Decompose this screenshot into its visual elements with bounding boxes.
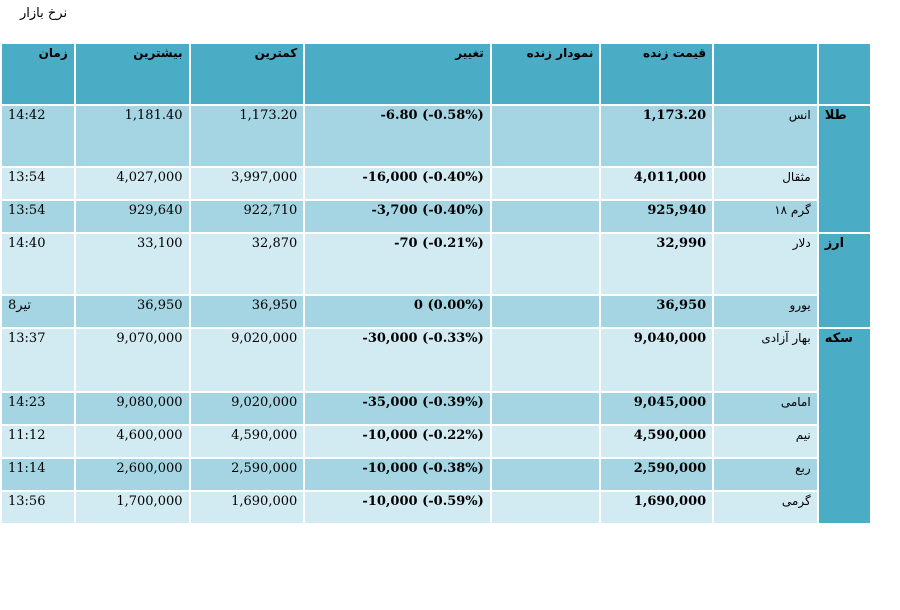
header-item (714, 44, 817, 104)
change-cell: -70 (-0.21%) (305, 234, 490, 294)
time-cell: 13:54 (2, 168, 74, 199)
item-name-cell: گرم ۱۸ (714, 201, 817, 232)
item-name-cell: مثقال (714, 168, 817, 199)
table-row: 11:14 2,600,000 2,590,000 -10,000 (-0.38… (2, 459, 870, 490)
header-time: زمان (2, 44, 74, 104)
live-chart-cell (491, 426, 600, 457)
high-cell: 1,181.40 (75, 106, 189, 166)
change-cell: -16,000 (-0.40%) (305, 168, 490, 199)
high-cell: 2,600,000 (75, 459, 189, 490)
live-chart-cell (491, 168, 600, 199)
high-cell: 9,080,000 (75, 393, 189, 424)
table-row: 13:54 929,640 922,710 -3,700 (-0.40%) 92… (2, 201, 870, 232)
price-cell: 4,011,000 (601, 168, 713, 199)
change-cell: -10,000 (-0.38%) (305, 459, 490, 490)
low-cell: 4,590,000 (190, 426, 304, 457)
table-row: 11:12 4,600,000 4,590,000 -10,000 (-0.22… (2, 426, 870, 457)
table-row: 8تیر 36,950 36,950 0 (0.00%) 36,950 یورو (2, 296, 870, 327)
time-cell: 13:56 (2, 492, 74, 523)
low-cell: 9,020,000 (190, 329, 304, 391)
price-cell: 9,040,000 (601, 329, 713, 391)
high-cell: 4,600,000 (75, 426, 189, 457)
low-cell: 1,173.20 (190, 106, 304, 166)
live-chart-cell (491, 234, 600, 294)
low-cell: 36,950 (190, 296, 304, 327)
category-gold: طلا (818, 106, 870, 232)
change-cell: -3,700 (-0.40%) (305, 201, 490, 232)
item-name-cell: ربع (714, 459, 817, 490)
page-title: نرخ بازار (20, 6, 68, 21)
low-cell: 3,997,000 (190, 168, 304, 199)
table-row: 13:56 1,700,000 1,690,000 -10,000 (-0.59… (2, 492, 870, 523)
time-cell: 14:42 (2, 106, 74, 166)
change-cell: -6.80 (-0.58%) (305, 106, 490, 166)
header-low: کمترین (190, 44, 304, 104)
price-cell: 1,690,000 (601, 492, 713, 523)
market-rates-table: زمان بیشترین کمترین تغییر نمودار زنده قی… (0, 42, 872, 525)
live-chart-cell (491, 393, 600, 424)
live-chart-cell (491, 106, 600, 166)
header-live-chart: نمودار زنده (491, 44, 600, 104)
time-cell: 11:12 (2, 426, 74, 457)
price-cell: 4,590,000 (601, 426, 713, 457)
live-chart-cell (491, 296, 600, 327)
low-cell: 1,690,000 (190, 492, 304, 523)
low-cell: 922,710 (190, 201, 304, 232)
low-cell: 2,590,000 (190, 459, 304, 490)
category-coin: سکه (818, 329, 870, 523)
item-name-cell: یورو (714, 296, 817, 327)
item-name-cell: بهار آزادی (714, 329, 817, 391)
high-cell: 36,950 (75, 296, 189, 327)
live-chart-cell (491, 201, 600, 232)
low-cell: 32,870 (190, 234, 304, 294)
header-change: تغییر (305, 44, 490, 104)
change-cell: -10,000 (-0.59%) (305, 492, 490, 523)
live-chart-cell (491, 329, 600, 391)
time-cell: 8تیر (2, 296, 74, 327)
high-cell: 9,070,000 (75, 329, 189, 391)
time-cell: 14:40 (2, 234, 74, 294)
price-cell: 9,045,000 (601, 393, 713, 424)
high-cell: 4,027,000 (75, 168, 189, 199)
high-cell: 929,640 (75, 201, 189, 232)
price-cell: 925,940 (601, 201, 713, 232)
price-cell: 36,950 (601, 296, 713, 327)
price-cell: 1,173.20 (601, 106, 713, 166)
item-name-cell: انس (714, 106, 817, 166)
time-cell: 11:14 (2, 459, 74, 490)
table-row: 13:54 4,027,000 3,997,000 -16,000 (-0.40… (2, 168, 870, 199)
table-row: 13:37 9,070,000 9,020,000 -30,000 (-0.33… (2, 329, 870, 523)
time-cell: 13:54 (2, 201, 74, 232)
price-cell: 2,590,000 (601, 459, 713, 490)
header-row: زمان بیشترین کمترین تغییر نمودار زنده قی… (2, 44, 870, 104)
time-cell: 13:37 (2, 329, 74, 391)
live-chart-cell (491, 459, 600, 490)
change-cell: -30,000 (-0.33%) (305, 329, 490, 391)
header-category (818, 44, 870, 104)
time-cell: 14:23 (2, 393, 74, 424)
price-cell: 32,990 (601, 234, 713, 294)
header-high: بیشترین (75, 44, 189, 104)
item-name-cell: نیم (714, 426, 817, 457)
high-cell: 1,700,000 (75, 492, 189, 523)
table-row: 14:42 1,181.40 1,173.20 -6.80 (-0.58%) 1… (2, 106, 870, 232)
item-name-cell: امامی (714, 393, 817, 424)
category-currency: ارز (818, 234, 870, 327)
header-live-price: قیمت زنده (601, 44, 713, 104)
item-name-cell: دلار (714, 234, 817, 294)
low-cell: 9,020,000 (190, 393, 304, 424)
change-cell: 0 (0.00%) (305, 296, 490, 327)
high-cell: 33,100 (75, 234, 189, 294)
item-name-cell: گرمی (714, 492, 817, 523)
table-row: 14:40 33,100 32,870 -70 (-0.21%) 32,990 … (2, 234, 870, 327)
change-cell: -10,000 (-0.22%) (305, 426, 490, 457)
table-row: 14:23 9,080,000 9,020,000 -35,000 (-0.39… (2, 393, 870, 424)
live-chart-cell (491, 492, 600, 523)
change-cell: -35,000 (-0.39%) (305, 393, 490, 424)
